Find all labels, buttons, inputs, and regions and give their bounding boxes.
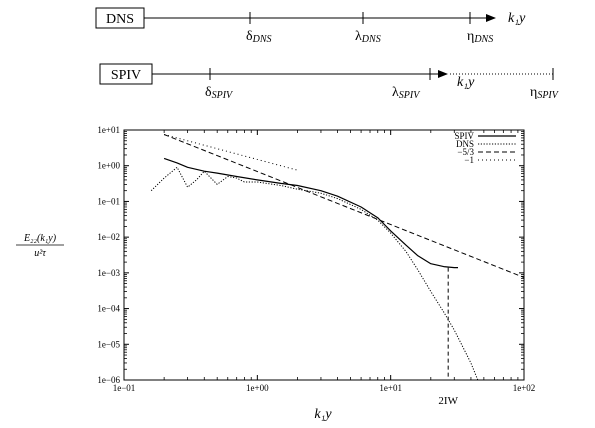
series-line-2 (163, 134, 525, 278)
plot-frame (123, 129, 525, 381)
x-tick-label: 1e+02 (513, 383, 536, 393)
dns-marker-lambda: λDNS (355, 29, 381, 45)
svg-text:δSPIV: δSPIV (205, 85, 234, 101)
series-line-1 (150, 166, 479, 381)
dns-marker-eta: ηDNS (467, 29, 493, 45)
dns-scale: DNS δDNS λDNS ηDNS k₁y (95, 7, 526, 45)
x-tick-label: 1e+01 (379, 383, 402, 393)
x-axis-label: k₁y (314, 407, 332, 422)
y-tick-label: 1e−02 (97, 232, 120, 242)
spiv-marker-lambda: λSPIV (392, 85, 421, 101)
legend-label-3: −1 (464, 155, 474, 165)
y-tick-label: 1e−03 (97, 268, 120, 278)
y-axis-label-numerator: E₂₂(k₁y) (23, 233, 57, 244)
spectrum-chart: 1e−01 1e+00 1e+01 1e+02 1e−06 1e−05 1e−04 1e−03… (16, 125, 535, 422)
annotation-label: 2IW (438, 395, 458, 407)
y-axis-label: E₂₂(k₁y) u²τ (16, 233, 64, 259)
y-tick-label: 1e−04 (97, 304, 120, 314)
axis-ticks: 1e−01 1e+00 1e+01 1e+02 1e−06 1e−05 1e−04 1e−03… (97, 125, 535, 393)
svg-text:ηSPIV: ηSPIV (530, 85, 560, 101)
series-line-0 (163, 157, 458, 269)
legend-label-2: −5/3 (457, 147, 474, 157)
spiv-marker-eta: ηSPIV (530, 85, 560, 101)
legend-label-1: DNS (456, 139, 474, 149)
spiv-marker-delta: δSPIV (205, 85, 234, 101)
y-tick-label: 1e+00 (97, 161, 120, 171)
x-tick-label: 1e−01 (113, 383, 136, 393)
y-axis-label-denominator: u²τ (34, 248, 46, 259)
spiv-scale: SPIV δSPIV λSPIV ηSPIV k₁y (99, 63, 560, 101)
svg-text:λSPIV: λSPIV (392, 85, 421, 101)
spiv-box-label: SPIV (111, 68, 141, 83)
y-tick-label: 1e−06 (97, 375, 120, 385)
svg-text:λDNS: λDNS (355, 29, 381, 45)
annotation-layer: 2IW (438, 267, 459, 407)
y-tick-label: 1e−01 (97, 196, 120, 206)
y-tick-label: 1e−05 (97, 339, 120, 349)
series-layer (150, 134, 525, 381)
x-tick-label: 1e+00 (246, 383, 269, 393)
dns-box-label: DNS (106, 12, 134, 27)
svg-text:ηDNS: ηDNS (467, 29, 493, 45)
y-tick-label: 1e+01 (97, 125, 120, 135)
dns-axis-label: k₁y (508, 11, 526, 26)
legend-label-0: SPIV (454, 131, 474, 141)
dns-marker-delta: δDNS (246, 29, 272, 45)
spiv-axis-label: k₁y (457, 75, 475, 90)
series-line-3 (163, 134, 298, 171)
svg-text:δDNS: δDNS (246, 29, 272, 45)
